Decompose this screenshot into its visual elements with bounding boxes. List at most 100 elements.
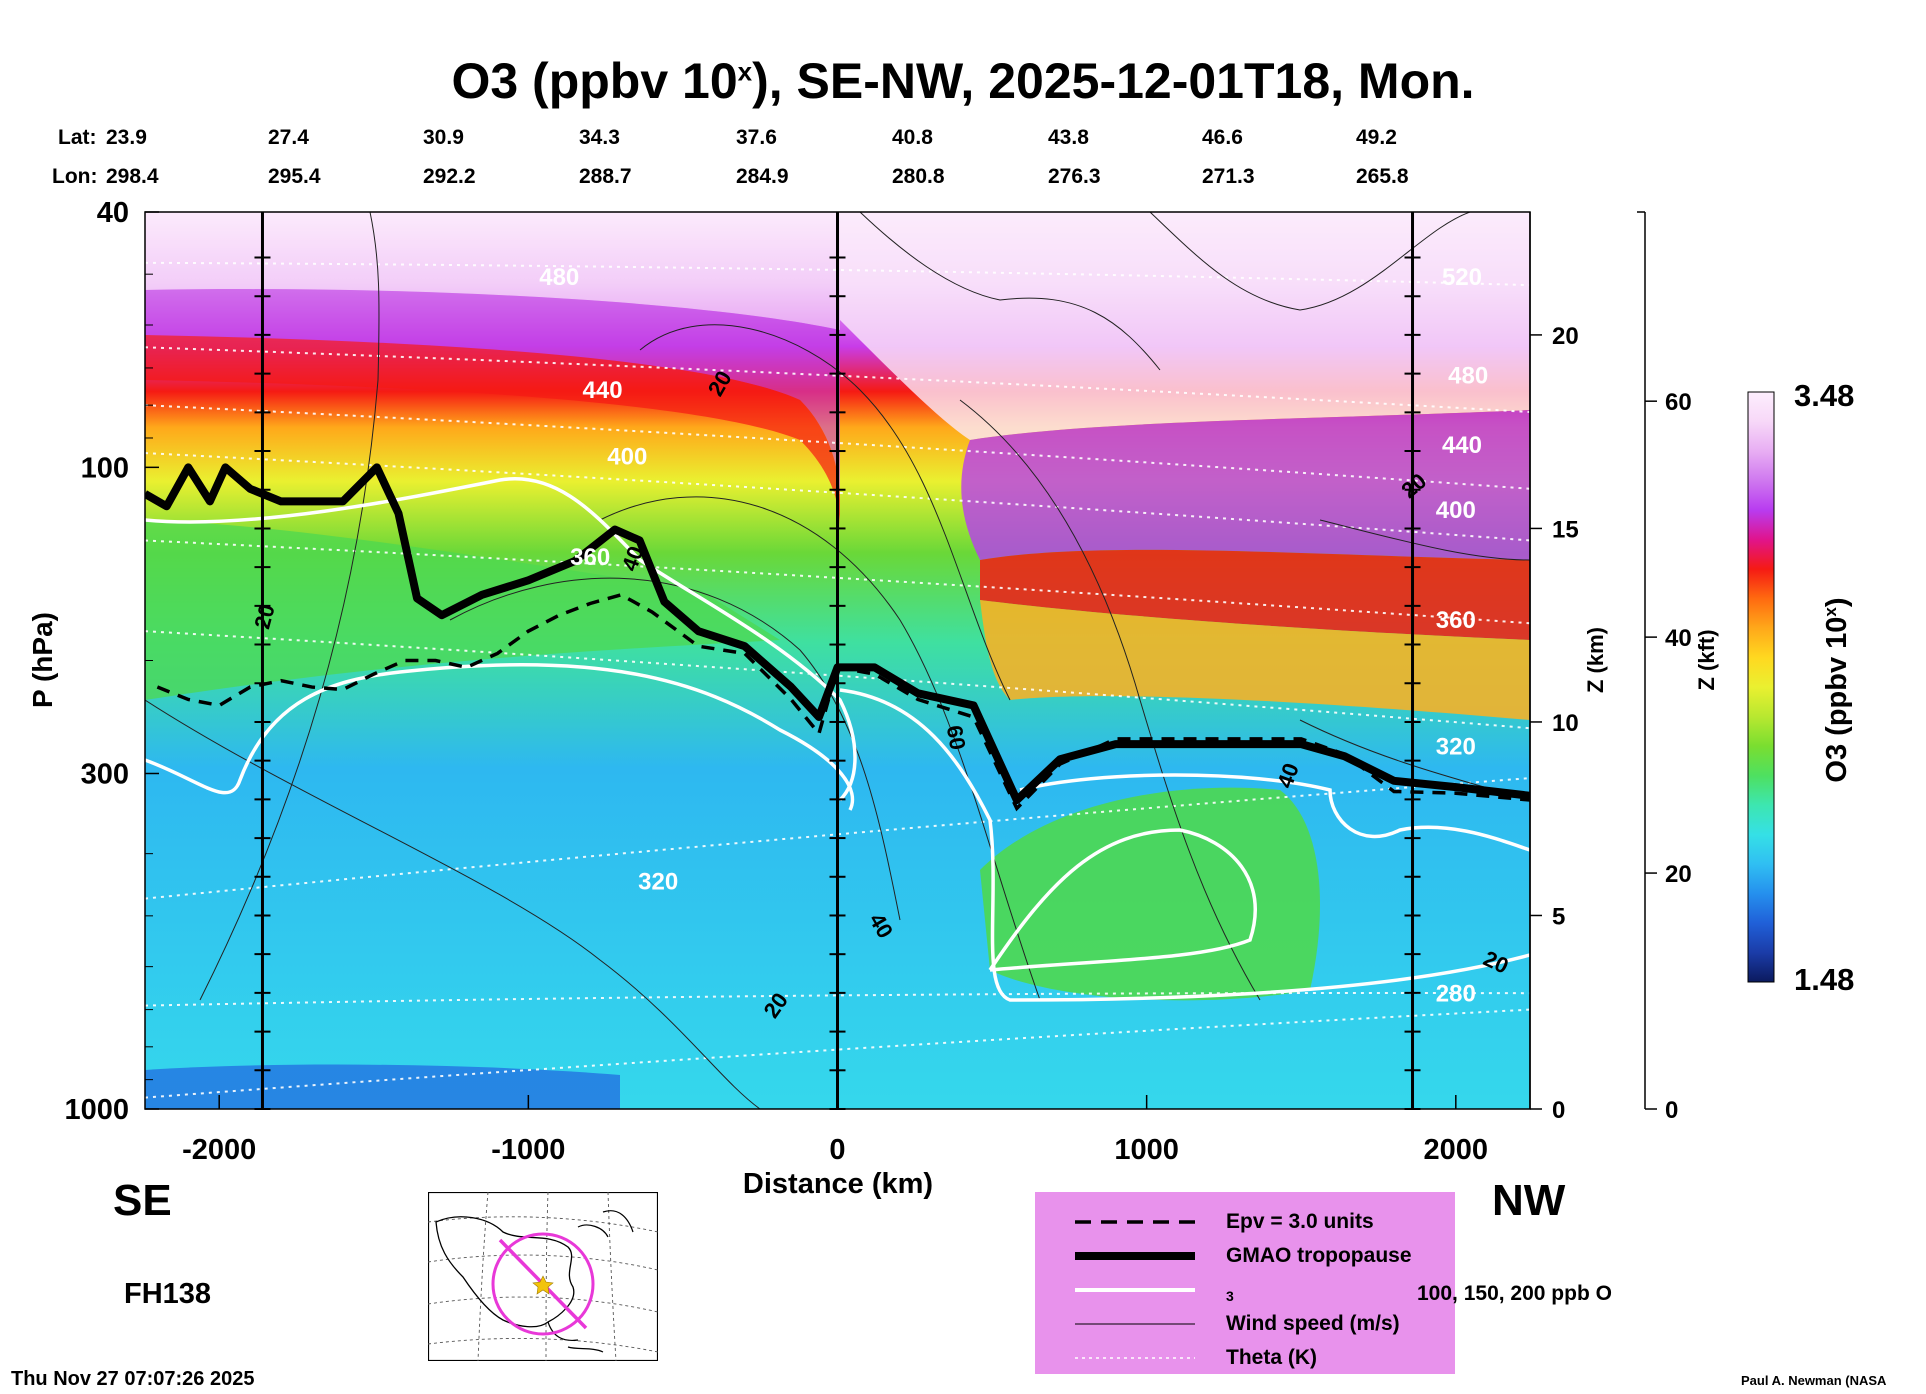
lat-value: 43.8 (1048, 126, 1089, 149)
wind-contour (959, 399, 1261, 1001)
colorbar-label: O3 (ppbv 10x) (1821, 597, 1853, 782)
direction-se: SE (113, 1176, 172, 1225)
wind-contour (639, 324, 1011, 701)
map-route-circle (491, 1232, 595, 1336)
z-km-tick-label: 5 (1552, 903, 1565, 930)
theta-label: 320 (638, 869, 678, 896)
z-kft-tick-label: 60 (1665, 389, 1692, 416)
ozone-boundary-layer (145, 1064, 620, 1109)
ozone-purple-band-left (145, 289, 840, 500)
x-tick-label: -1000 (491, 1134, 565, 1166)
ozone-contour (839, 688, 1530, 1002)
theta-contour (145, 261, 1530, 287)
y-tick-label: 300 (81, 758, 129, 790)
lat-value: 46.6 (1202, 126, 1243, 149)
legend-tropopause: GMAO tropopause (1075, 1244, 1412, 1267)
lat-label: Lat: (58, 126, 97, 149)
wind-label: 60 (942, 723, 971, 751)
map-coastline-north (577, 1210, 634, 1238)
z-km-tick-label: 15 (1552, 516, 1579, 543)
theta-label: 480 (1448, 362, 1488, 389)
lon-value: 265.8 (1356, 165, 1409, 188)
ozone-red-band-right (980, 549, 1530, 640)
tropopause-line (145, 463, 1530, 805)
epv-line (156, 592, 1530, 812)
legend-wind: Wind speed (m/s) (1075, 1312, 1400, 1335)
colorbar-min: 1.48 (1794, 962, 1854, 997)
theta-label: 360 (1436, 607, 1476, 634)
wind-contour (1149, 212, 1471, 311)
x-axis-label: Distance (km) (743, 1168, 933, 1200)
theta-contours (145, 261, 1530, 1099)
timestamp: Thu Nov 27 07:07:26 2025 (11, 1368, 255, 1390)
z-kft-axis: 0 20 40 60 (1637, 211, 1692, 1124)
colorbar (1747, 391, 1775, 983)
wind-contour (1319, 519, 1530, 561)
theta-label: 400 (607, 444, 647, 471)
z-km-tick-label: 0 (1552, 1097, 1565, 1124)
theta-label: 440 (583, 377, 623, 404)
lon-value: 295.4 (268, 165, 321, 188)
lon-label: Lon: (52, 165, 98, 188)
theta-label: 320 (1436, 733, 1476, 760)
ozone-contour (145, 663, 855, 811)
lat-value: 23.9 (106, 126, 147, 149)
theta-label: 520 (1442, 264, 1482, 291)
ozone-upper-right (840, 212, 1530, 440)
y-tick-label: 1000 (64, 1094, 129, 1126)
lon-value: 271.3 (1202, 165, 1255, 188)
lat-value: 49.2 (1356, 126, 1397, 149)
z-kft-tick-label: 40 (1665, 625, 1692, 652)
lat-value: 34.3 (579, 126, 620, 149)
section-markers (254, 212, 1421, 1110)
legend-epv: Epv = 3.0 units (1075, 1210, 1374, 1233)
map-coastline (435, 1216, 575, 1328)
z-kft-label: Z (kft) (1694, 629, 1719, 690)
theta-contour (145, 992, 1530, 1007)
forecast-hour: FH138 (124, 1278, 212, 1310)
y-tick-label: 100 (81, 452, 129, 484)
ozone-contour (988, 828, 1257, 972)
ozone-green-band-left (145, 520, 780, 700)
y-tick-label: 40 (97, 197, 129, 229)
lon-value: 298.4 (106, 165, 159, 188)
ozone-contour (145, 477, 857, 802)
y-axis-label: P (hPa) (27, 612, 58, 708)
map-coastline-south (547, 1321, 604, 1353)
z-km-tick-label: 20 (1552, 323, 1579, 350)
ozone-contour (1019, 773, 1530, 852)
lon-value: 284.9 (736, 165, 789, 188)
lon-value: 276.3 (1048, 165, 1101, 188)
lon-value: 280.8 (892, 165, 945, 188)
lat-value: 37.6 (736, 126, 777, 149)
z-km-label: Z (km) (1583, 627, 1608, 693)
z-km-axis: 0 5 10 15 20 (1529, 212, 1579, 1124)
lat-value: 27.4 (268, 126, 309, 149)
wind-contour (599, 496, 1041, 1001)
x-tick-label: 0 (829, 1134, 845, 1166)
x-tick-label: 1000 (1114, 1134, 1179, 1166)
legend-theta: Theta (K) (1075, 1346, 1317, 1369)
theta-label: 440 (1442, 432, 1482, 459)
ozone-upper-left (145, 212, 840, 330)
x-tick-label: 2000 (1424, 1134, 1489, 1166)
inset-map (428, 1192, 658, 1361)
credit: Paul A. Newman (NASA (1741, 1373, 1887, 1388)
theta-labels: 480 440 400 360 320 520 480 440 400 360 320 280 (539, 264, 1488, 1007)
wind-contour (145, 699, 761, 1109)
theta-label: 400 (1436, 497, 1476, 524)
lon-value: 292.2 (423, 165, 476, 188)
ozone-green-blob (980, 787, 1320, 1001)
theta-label: 280 (1436, 981, 1476, 1008)
z-kft-tick-label: 20 (1665, 861, 1692, 888)
wind-contour (449, 577, 901, 921)
z-kft-tick-label: 0 (1665, 1097, 1678, 1124)
direction-nw: NW (1492, 1176, 1566, 1225)
ozone-purple-band-right (961, 410, 1530, 560)
lon-value: 288.7 (579, 165, 632, 188)
map-center-marker (532, 1275, 554, 1295)
ozone-contours (145, 477, 1530, 1002)
z-km-tick-label: 10 (1552, 710, 1579, 737)
